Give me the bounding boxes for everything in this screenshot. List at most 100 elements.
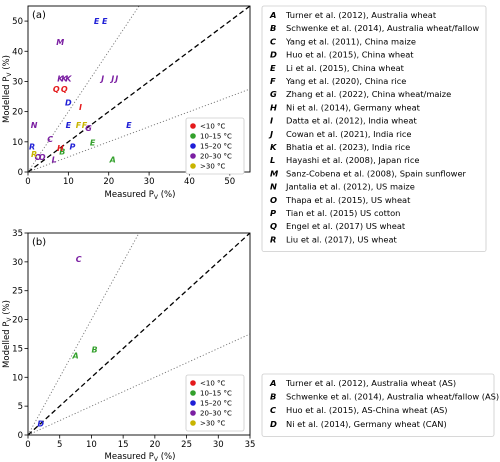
legend-entry: Yang et al. (2020), China rice [285,76,406,86]
y-tick-label: 15 [12,344,23,354]
data-points: A B C D [37,255,97,428]
legend-entry: Sanz-Cobena et al. (2008), Spain sunflow… [286,168,467,178]
data-point: K [65,74,72,83]
legend-key: B [270,392,276,402]
legend-entry: Ni et al. (2014), Germany wheat (CAN) [286,419,447,429]
y-tick-label: 40 [12,47,23,57]
data-point: O [35,153,42,162]
legend-marker [190,143,196,149]
legend-key: F [270,76,276,86]
factor-two-line [28,88,250,172]
legend-key: H [270,102,277,112]
legend-key: E [270,63,276,73]
legend-label: 20–30 °C [200,153,232,161]
data-point: F [76,121,82,130]
legend-key: O [270,195,277,205]
legend-key: B [270,23,276,33]
data-point: K [61,74,68,83]
legend-label: 10–15 °C [200,133,232,141]
one-to-one-line [28,6,250,172]
x-tick-label: 0 [25,440,30,450]
legend-key: L [270,155,275,165]
data-point: F [82,121,88,130]
data-point: Q [53,85,60,94]
legend-entry: Huo et al. (2015), AS-China wheat (AS) [286,405,448,415]
x-tick-label: 0 [25,177,30,187]
reference-lines [28,6,250,172]
legend-entry: Schwenke et al. (2014), Australia wheat/… [286,23,479,33]
legend-label: <10 °C [200,380,225,388]
factor-two-line [28,233,140,435]
factor-two-line [28,333,250,435]
reference-lines [28,233,250,435]
data-point: E [90,138,96,147]
legend-marker [190,400,196,406]
legend-box [185,117,245,175]
plot-frame [27,5,251,173]
chart-panel-b: 0 5 10 15 20 25 30 35 0 5 10 15 20 25 30 35 Measured PV … [2,229,255,462]
y-tick-label: 0 [18,431,23,441]
y-tick-label: 10 [12,138,23,148]
legend-entry: Bhatia et al. (2023), India rice [286,142,410,152]
legend-key: A [269,378,276,388]
legend-marker [190,380,196,386]
legend-marker [190,153,196,159]
y-tick-label: 30 [12,258,23,268]
temperature-legend: <10 °C 10–15 °C 15–20 °C 20–30 °C >30 °C [185,117,245,175]
data-point: C [76,255,82,264]
y-tick-label: 25 [12,287,23,297]
legend-key: C [270,36,277,46]
x-tick-label: 20 [149,440,160,450]
data-point: D [37,419,44,428]
x-tick-label: 30 [213,440,224,450]
legend-marker [190,133,196,139]
x-tick-label: 40 [184,177,195,187]
y-axis-label: Modelled PV (%) [2,55,13,123]
legend-entry: Thapa et al. (2015), US wheat [285,195,411,205]
legend-marker [190,390,196,396]
legend-key: J [268,129,273,139]
legend-entry: Datta et al. (2012), India wheat [286,116,417,126]
y-tick-label: 5 [18,402,23,412]
x-tick-label: 10 [86,440,97,450]
data-point: E [126,121,132,130]
legend-entry: Tian et al. (2015) US cotton [285,208,400,218]
legend-entry: Huo et al. (2015), China wheat [286,50,414,60]
x-tick-label: 5 [57,440,62,450]
legend-key: C [270,405,277,415]
data-point: M [56,38,64,47]
y-tick-label: 10 [12,373,23,383]
legend-key: D [270,50,277,60]
legend-entry: Zhang et al. (2022), China wheat/maize [286,89,451,99]
panel-label: (b) [32,237,46,248]
data-point: J [99,74,104,83]
x-axis-label: Measured PV (%) [105,452,176,462]
legend-entry: Turner et al. (2012), Australia wheat (A… [285,378,456,388]
data-point: R [29,142,35,151]
factor-two-line [28,6,140,172]
y-tick-label: 35 [12,229,23,239]
data-point: E [94,17,100,26]
data-point: J [113,74,118,83]
legend-label: >30 °C [200,163,225,171]
data-point: C [47,135,53,144]
legend-label: 10–15 °C [200,390,232,398]
data-point: O [39,153,46,162]
legend-label: <10 °C [200,123,225,131]
data-point: P [69,142,75,151]
chart-panel-a: 0 10 20 30 40 50 0 10 20 30 40 50 Measured PV (%) Mod… [2,5,251,201]
one-to-one-line [28,233,250,435]
x-tick-label: 35 [245,440,256,450]
legend-entry: Turner et al. (2012), Australia wheat [285,10,437,20]
data-point: B [92,346,98,355]
x-tick-label: 30 [144,177,155,187]
legend-marker [190,420,196,426]
data-point: B [59,147,65,156]
legend-entry: Li et al. (2015), China wheat [286,63,405,73]
y-tick-label: 20 [12,108,23,118]
data-point: A [109,155,116,164]
legend-entry: Liu et al. (2017), US wheat [286,234,398,244]
legend-entry: Ni et al. (2014), Germany wheat [286,102,421,112]
